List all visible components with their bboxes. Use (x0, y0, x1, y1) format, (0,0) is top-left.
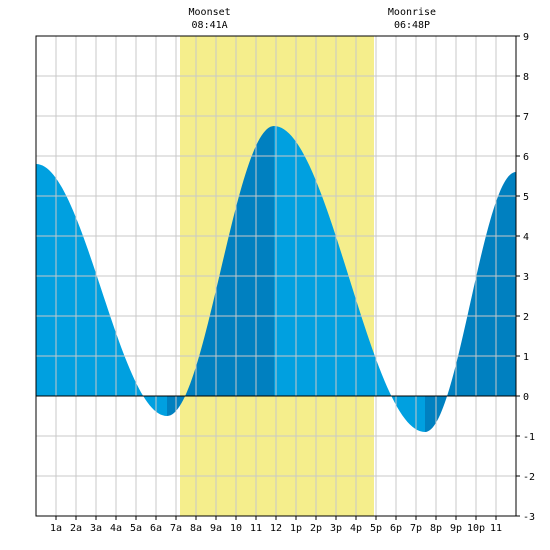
x-tick-label: 6p (390, 523, 402, 534)
x-tick-label: 7a (170, 523, 182, 534)
y-tick-label: 2 (523, 312, 529, 323)
y-tick-label: -1 (523, 432, 535, 443)
x-tick-label: 8p (430, 523, 442, 534)
moon-event-title: Moonrise (388, 7, 436, 18)
x-tick-label: 11 (250, 523, 262, 534)
moon-event-time: 08:41A (192, 20, 228, 31)
x-tick-label: 3p (330, 523, 342, 534)
x-tick-label: 5a (130, 523, 142, 534)
x-tick-label: 3a (90, 523, 102, 534)
y-tick-label: 6 (523, 152, 529, 163)
moon-event-time: 06:48P (394, 20, 430, 31)
x-tick-label: 11 (490, 523, 502, 534)
y-tick-label: 1 (523, 352, 529, 363)
x-tick-label: 5p (370, 523, 382, 534)
tide-segment-falling (36, 164, 167, 416)
moon-event-title: Moonset (189, 7, 231, 18)
y-tick-label: 0 (523, 392, 529, 403)
x-tick-label: 7p (410, 523, 422, 534)
x-tick-label: 1p (290, 523, 302, 534)
x-tick-label: 10 (230, 523, 242, 534)
x-tick-label: 4p (350, 523, 362, 534)
tide-segment-rising (167, 126, 274, 416)
grid (36, 36, 516, 516)
x-tick-label: 1a (50, 523, 62, 534)
x-tick-label: 9p (450, 523, 462, 534)
x-tick-label: 12 (270, 523, 282, 534)
x-tick-label: 4a (110, 523, 122, 534)
x-tick-label: 6a (150, 523, 162, 534)
x-tick-label: 2p (310, 523, 322, 534)
y-tick-label: 8 (523, 72, 529, 83)
x-tick-label: 2a (70, 523, 82, 534)
x-axis-ticks: 1a 2a 3a 4a 5a 6a 7a 8a 9a 10 11 12 1p 2p 3p 4p 5p 6p 7p 8p… (50, 516, 502, 534)
y-tick-label: 4 (523, 232, 529, 243)
y-tick-label: 9 (523, 32, 529, 43)
y-tick-label: 3 (523, 272, 529, 283)
x-tick-label: 9a (210, 523, 222, 534)
moon-annotations: Moonset 08:41A Moonrise 06:48P (189, 7, 437, 31)
y-tick-label: -3 (523, 512, 535, 523)
x-tick-label: 8a (190, 523, 202, 534)
y-axis-ticks: -3 -2 -1 0 1 2 3 4 5 6 7 8 9 (516, 32, 535, 523)
x-tick-label: 10p (467, 523, 485, 534)
y-tick-label: 5 (523, 192, 529, 203)
y-tick-label: 7 (523, 112, 529, 123)
tide-segment-rising (425, 172, 516, 432)
y-tick-label: -2 (523, 472, 535, 483)
